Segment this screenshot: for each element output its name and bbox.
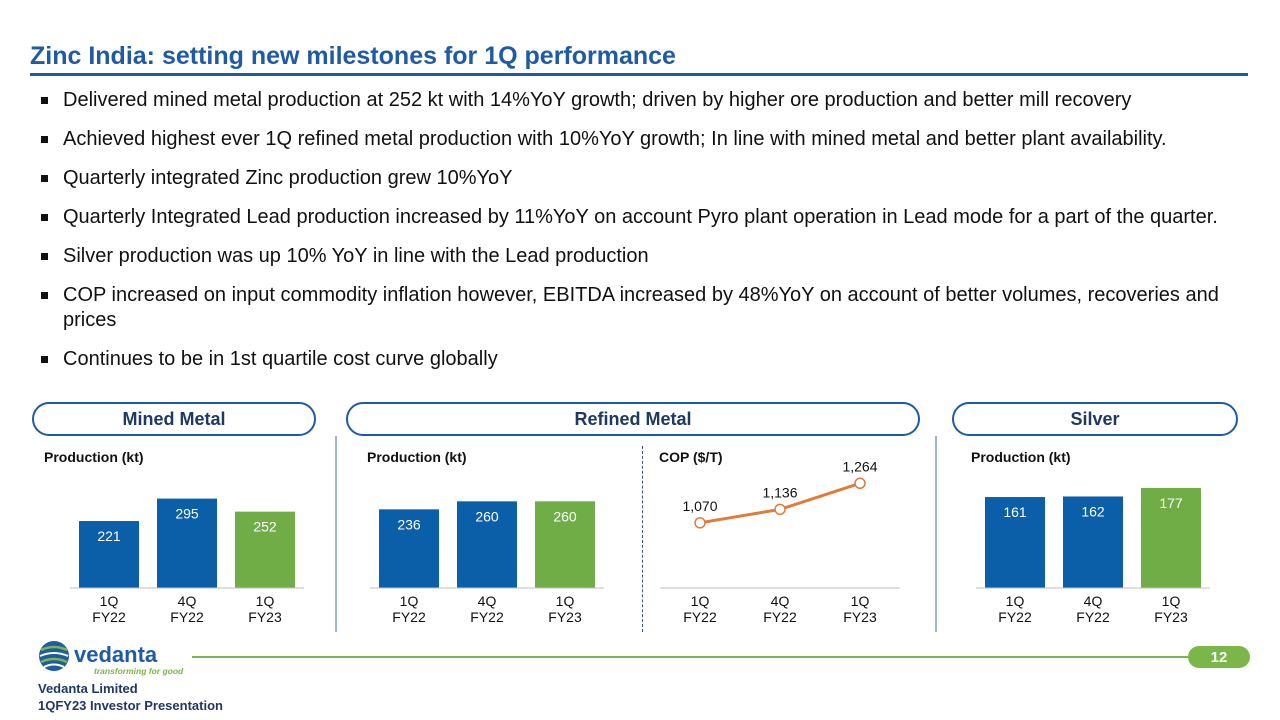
refined-metal-chart: 236 1Q FY22 260 4Q FY22 260 1Q FY23 [370, 501, 604, 625]
x-tick-label: 1Q FY23 [248, 593, 282, 625]
bullet-marker [41, 214, 48, 221]
bar-mined-0 [79, 521, 139, 588]
bar-mined-1 [157, 498, 217, 588]
bullet-text: Quarterly Integrated Lead production inc… [63, 206, 1218, 228]
bullet-item: Achieved highest ever 1Q refined metal p… [38, 127, 1268, 152]
title-underline [30, 73, 1248, 76]
x-tick-label: 1Q FY22 [392, 593, 426, 625]
section-divider [935, 436, 937, 632]
bullet-text: Silver production was up 10% YoY in line… [63, 245, 649, 267]
chart-title-silver: Production (kt) [971, 449, 1071, 465]
bar-silver-2 [1141, 488, 1201, 588]
line-point-2 [854, 477, 866, 490]
bullet-text: Achieved highest ever 1Q refined metal p… [63, 128, 1167, 150]
bar-refined-0 [379, 509, 439, 588]
line-value-label: 1,264 [842, 458, 877, 474]
bullet-marker [41, 292, 48, 299]
section-silver: Silver [952, 402, 1238, 436]
bullet-item: COP increased on input commodity inflati… [38, 283, 1268, 333]
chart-title-refined: Production (kt) [367, 449, 467, 465]
bar-value-label: 177 [1159, 495, 1183, 511]
bullet-text: COP increased on input commodity inflati… [63, 284, 1219, 331]
x-tick-label: 1Q FY23 [843, 593, 877, 625]
x-tick-label: 4Q FY22 [1076, 593, 1110, 625]
cop-chart: 1,070 1Q FY22 1,136 4Q FY22 1,264 1Q FY23 [660, 458, 900, 625]
bullet-marker [41, 175, 48, 182]
x-tick-label: 4Q FY22 [470, 593, 504, 625]
line-point-1 [774, 503, 786, 516]
line-value-label: 1,136 [762, 484, 797, 500]
bullet-text: Continues to be in 1st quartile cost cur… [63, 348, 498, 370]
x-tick-label: 1Q FY22 [998, 593, 1032, 625]
bar-value-label: 295 [175, 506, 199, 522]
bar-value-label: 221 [97, 528, 121, 544]
bar-value-label: 162 [1081, 503, 1105, 519]
x-tick-label: 1Q FY23 [548, 593, 582, 625]
bullet-marker [41, 253, 48, 260]
footer-rule [192, 656, 1192, 658]
line-point-0 [694, 517, 706, 529]
chart-divider-dashed [642, 446, 643, 632]
bullet-marker [41, 97, 48, 104]
bar-refined-1 [457, 501, 517, 588]
bullet-item: Quarterly integrated Zinc production gre… [38, 166, 1268, 191]
logo-tagline: transforming for good [94, 666, 184, 676]
bar-value-label: 161 [1003, 504, 1027, 520]
bar-mined-2 [235, 511, 295, 588]
bar-value-label: 236 [397, 516, 421, 532]
bullet-item: Continues to be in 1st quartile cost cur… [38, 347, 1268, 372]
bar-value-label: 260 [553, 508, 577, 524]
globe-icon [39, 641, 69, 671]
bullet-item: Silver production was up 10% YoY in line… [38, 244, 1268, 269]
bullet-marker [41, 136, 48, 143]
bullet-item: Delivered mined metal production at 252 … [38, 88, 1268, 113]
x-tick-label: 1Q FY22 [92, 593, 126, 625]
x-tick-label: 1Q FY23 [1154, 593, 1188, 625]
bar-value-label: 252 [253, 519, 277, 535]
section-divider [335, 436, 337, 632]
line-value-label: 1,070 [682, 498, 717, 514]
bullet-list: Delivered mined metal production at 252 … [38, 88, 1268, 386]
x-tick-label: 4Q FY22 [170, 593, 204, 625]
bar-silver-0 [985, 497, 1045, 588]
bullet-marker [41, 356, 48, 363]
x-tick-label: 4Q FY22 [763, 593, 797, 625]
mined-metal-chart: 221 1Q FY22 295 4Q FY22 252 1Q FY23 [70, 498, 304, 625]
bullet-text: Quarterly integrated Zinc production gre… [63, 167, 513, 189]
section-refined-metal: Refined Metal [346, 402, 920, 436]
vedanta-logo: vedanta transforming for good [39, 641, 184, 676]
page-number-badge: 12 [1188, 646, 1250, 668]
bullet-item: Quarterly Integrated Lead production inc… [38, 205, 1268, 230]
silver-chart: 161 1Q FY22 162 4Q FY22 177 1Q FY23 [976, 488, 1210, 625]
x-tick-label: 1Q FY22 [683, 593, 717, 625]
bar-silver-1 [1063, 496, 1123, 588]
page-title: Zinc India: setting new milestones for 1… [30, 42, 676, 70]
logo-wordmark: vedanta [74, 642, 158, 667]
footer-company-block: Vedanta Limited 1QFY23 Investor Presenta… [38, 680, 223, 714]
section-mined-metal: Mined Metal [32, 402, 316, 436]
chart-title-mined: Production (kt) [44, 449, 144, 465]
chart-title-cop: COP ($/T) [659, 449, 723, 465]
footer-company: Vedanta Limited [38, 681, 138, 696]
bullet-text: Delivered mined metal production at 252 … [63, 89, 1132, 111]
footer-presentation: 1QFY23 Investor Presentation [38, 698, 223, 713]
bar-refined-2 [535, 501, 595, 588]
bar-value-label: 260 [475, 508, 499, 524]
